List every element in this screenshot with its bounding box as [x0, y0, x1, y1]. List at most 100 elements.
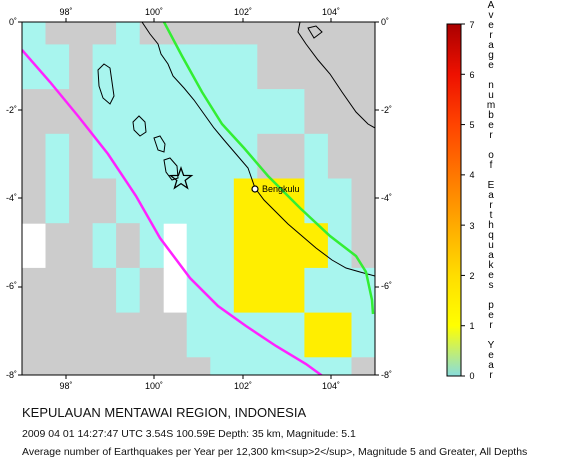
rate-cell [45, 178, 70, 224]
lon-tick-bottom: 100˚ [145, 381, 163, 391]
east-coastline [297, 22, 375, 129]
rate-cell [69, 267, 94, 314]
rate-cell [45, 89, 70, 135]
rate-cell [116, 89, 141, 135]
rate-cell [186, 133, 211, 179]
legend-title-glyph: o [488, 150, 494, 161]
latitude-tick-labels-right: 0˚ -2˚ -4˚ -6˚ -8˚ [381, 17, 392, 380]
rate-cell [233, 223, 258, 269]
legend-title-glyph: r [489, 200, 493, 211]
rate-cell [139, 312, 164, 358]
island-enggano [307, 25, 323, 39]
rate-cell [327, 267, 352, 314]
legend-title-glyph: v [489, 10, 494, 21]
legend-title-glyph: e [488, 60, 494, 71]
rate-cell [116, 223, 141, 269]
rate-cell [139, 267, 164, 314]
frame-ticks [18, 18, 379, 379]
rate-cell [210, 223, 235, 269]
rate-cell [257, 357, 282, 375]
lon-tick-bottom: 98˚ [59, 381, 72, 391]
rate-cell [210, 357, 235, 375]
epicenter-star-icon [168, 166, 194, 190]
rate-cell [139, 44, 164, 90]
lon-tick-bottom: 104˚ [322, 381, 340, 391]
rate-cell [92, 267, 117, 314]
lon-tick-top: 104˚ [322, 7, 340, 17]
legend-title-glyph: n [488, 80, 494, 91]
rate-cell [233, 267, 258, 314]
rate-cell [163, 312, 188, 358]
rate-cell [45, 223, 70, 269]
legend-title-glyph: u [488, 240, 494, 251]
legend-title-glyph: e [488, 310, 494, 321]
rate-cell [351, 44, 375, 90]
legend-title-glyph: E [488, 180, 495, 191]
rate-cell [233, 357, 258, 375]
legend-title-glyph: f [490, 160, 493, 171]
rate-cell [186, 22, 211, 45]
rate-cell [257, 133, 282, 179]
rate-cell [327, 357, 352, 375]
sumatran-fault-line [162, 22, 375, 315]
rate-cell [163, 22, 188, 45]
rate-cell [139, 133, 164, 179]
rate-cell [233, 22, 258, 45]
rate-cell [116, 312, 141, 358]
lat-tick-left: 0˚ [9, 17, 17, 27]
lat-tick-left: -4˚ [6, 193, 17, 203]
rate-cell [233, 312, 258, 358]
rate-cell [210, 178, 235, 224]
rate-cell [210, 267, 235, 314]
legend-tick-label: 1 [469, 321, 474, 331]
legend-tick-label: 3 [469, 221, 474, 231]
rate-cell [280, 267, 305, 314]
rate-cell [186, 267, 211, 314]
legend-tick-label: 2 [469, 271, 474, 281]
rate-cell [351, 178, 375, 224]
legend-title-glyph: p [488, 300, 494, 311]
legend-title-glyph: t [490, 210, 493, 221]
legend-title-glyph: r [489, 320, 493, 331]
lat-tick-left: -6˚ [6, 281, 17, 291]
rate-cell [327, 178, 352, 224]
rate-cell [139, 223, 164, 269]
rate-cell [92, 312, 117, 358]
lon-tick-top: 100˚ [145, 7, 163, 17]
rate-cell [69, 357, 94, 375]
rate-cell [69, 133, 94, 179]
island-pagai [163, 157, 179, 181]
rate-cell [280, 357, 305, 375]
legend-title-glyph: Y [488, 340, 495, 351]
rate-cell [280, 22, 305, 45]
rate-cell [304, 312, 329, 358]
rate-cell [327, 223, 352, 269]
lat-tick-right: 0˚ [381, 17, 389, 27]
rate-cell [116, 357, 141, 375]
rate-cell [351, 22, 375, 45]
rate-cell [22, 133, 46, 179]
legend-ticks [461, 23, 465, 377]
legend-title-glyph: q [488, 230, 494, 241]
lat-tick-right: -2˚ [381, 105, 392, 115]
rate-cell [327, 89, 352, 135]
lat-tick-left: -8˚ [6, 370, 17, 380]
rate-cell [210, 22, 235, 45]
rate-cell [163, 89, 188, 135]
rate-cell [351, 133, 375, 179]
rate-cell [69, 223, 94, 269]
island-siberut [132, 115, 147, 137]
rate-cell [45, 267, 70, 314]
island-sipora [153, 135, 166, 153]
rate-cell [92, 44, 117, 90]
rate-cell [257, 267, 282, 314]
legend-title-glyph: s [489, 280, 494, 291]
rate-cell [45, 357, 70, 375]
rate-cell [210, 44, 235, 90]
lon-tick-top: 102˚ [234, 7, 252, 17]
rate-cell [186, 312, 211, 358]
rate-cell [139, 357, 164, 375]
rate-cell [92, 22, 117, 45]
rate-cell [163, 133, 188, 179]
rate-cell [304, 357, 329, 375]
